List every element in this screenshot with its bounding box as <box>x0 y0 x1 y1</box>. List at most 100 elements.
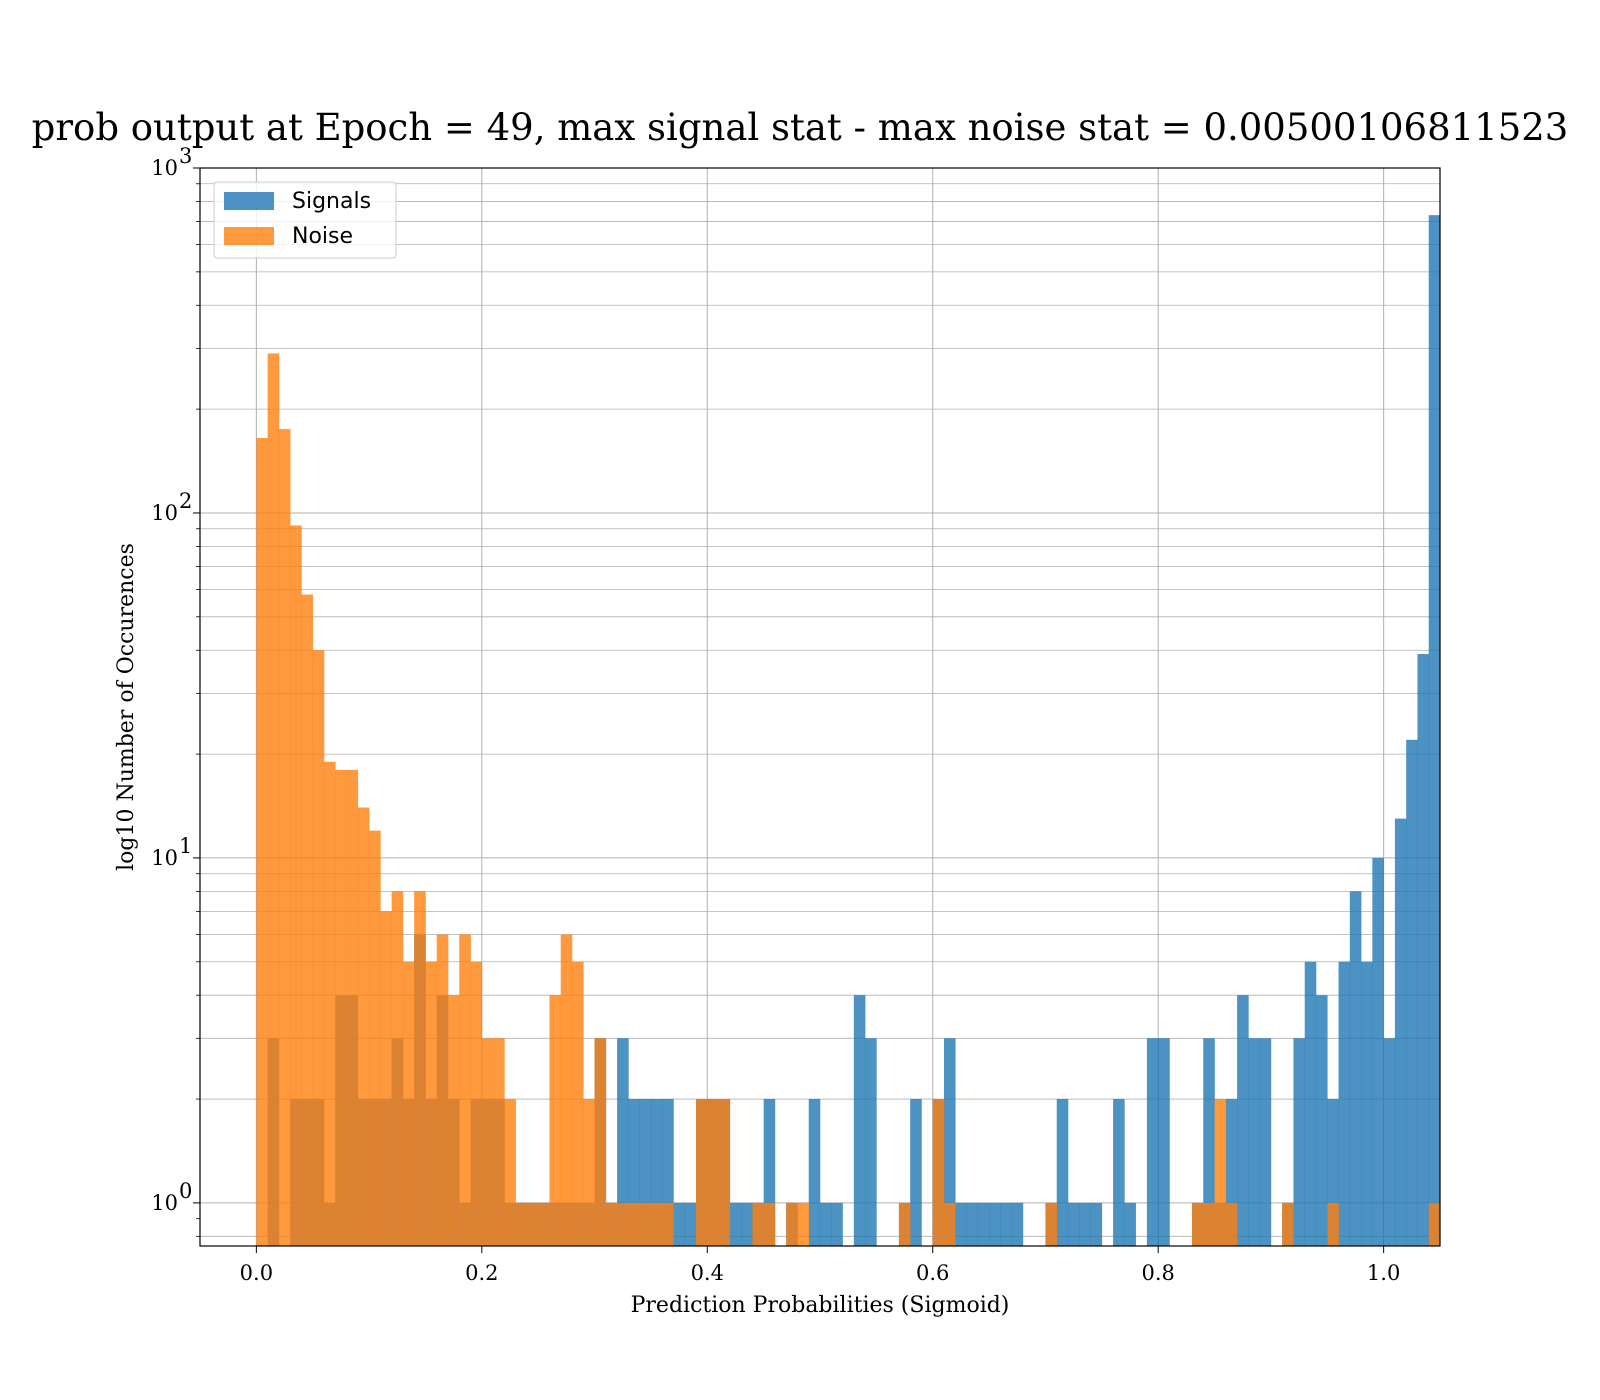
signal-bar <box>1203 1038 1215 1246</box>
signal-bar <box>650 1099 663 1246</box>
noise-bar <box>504 1099 516 1246</box>
y-axis-label: log10 Number of Occurences <box>114 543 139 871</box>
signal-bar <box>1383 1038 1396 1246</box>
signal-bar <box>662 1099 674 1246</box>
signal-bar <box>628 1099 640 1246</box>
signal-bar <box>955 1202 967 1246</box>
signal-bar <box>1372 857 1384 1246</box>
noise-bar <box>617 1202 629 1246</box>
x-tick-label: 0.6 <box>916 1261 949 1285</box>
noise-bar <box>763 1202 776 1246</box>
noise-bar <box>1225 1202 1238 1246</box>
signal-bar <box>1090 1202 1103 1246</box>
signal-bar <box>1349 891 1362 1246</box>
x-tick-label: 0.0 <box>240 1261 273 1285</box>
x-tick-label: 0.4 <box>691 1261 724 1285</box>
noise-bar <box>538 1202 550 1246</box>
noise-bar <box>290 525 302 1246</box>
noise-bar <box>1045 1202 1058 1246</box>
noise-bar <box>662 1202 674 1246</box>
noise-bar <box>797 1202 810 1246</box>
grid-lines <box>200 167 1440 1246</box>
signal-bar <box>639 1099 652 1246</box>
plot-frame <box>199 167 1441 1247</box>
legend-swatch-noise <box>224 227 274 245</box>
noise-bar <box>301 594 314 1246</box>
signal-bar <box>1124 1202 1136 1246</box>
signal-bar <box>673 1202 686 1246</box>
signal-bar <box>910 1099 922 1246</box>
x-axis-ticks: 0.0 0.2 0.4 0.6 0.8 1.0 <box>240 1246 1400 1285</box>
noise-bar <box>594 1038 607 1246</box>
legend-label-noise: Noise <box>292 224 353 249</box>
noise-bar <box>560 934 573 1246</box>
noise-bar <box>932 1099 945 1246</box>
legend-label-signals: Signals <box>292 189 371 214</box>
signal-bar <box>831 1202 843 1246</box>
y-tick-exponent: 0 <box>179 1179 192 1203</box>
noise-bar <box>696 1099 708 1246</box>
y-tick-exponent: 1 <box>179 834 192 858</box>
signal-bar <box>1338 961 1351 1246</box>
signal-bar <box>1068 1202 1080 1246</box>
signal-bar <box>1259 1038 1272 1246</box>
legend-swatch-signals <box>224 192 274 210</box>
signal-bar <box>1158 1038 1170 1246</box>
noise-bar <box>493 1038 505 1246</box>
noise-bars <box>256 353 1441 1246</box>
signal-bar <box>741 1202 753 1246</box>
signal-bar <box>1293 1038 1306 1246</box>
noise-bar <box>414 891 426 1246</box>
y-tick-label: 10 <box>151 1191 178 1215</box>
noise-bar <box>380 911 392 1246</box>
signal-bar <box>1394 818 1407 1246</box>
signal-bar <box>1079 1202 1091 1246</box>
noise-bar <box>1282 1202 1294 1246</box>
y-tick-exponent: 3 <box>179 144 192 168</box>
x-tick-label: 0.2 <box>465 1261 498 1285</box>
x-tick-label: 0.8 <box>1141 1261 1174 1285</box>
signal-bar <box>1225 1099 1238 1246</box>
noise-bar <box>515 1202 528 1246</box>
signal-bar <box>1011 1202 1024 1246</box>
noise-bar <box>369 830 381 1246</box>
signal-bar <box>617 1038 629 1246</box>
signal-bar <box>1146 1038 1159 1246</box>
noise-bar <box>357 807 370 1246</box>
noise-bar <box>1214 1099 1227 1246</box>
signal-bar <box>853 995 866 1246</box>
noise-bar <box>944 1202 956 1246</box>
noise-bar <box>470 961 483 1246</box>
y-tick-label: 10 <box>151 846 178 870</box>
signal-bar <box>1316 995 1328 1246</box>
noise-bar <box>628 1202 640 1246</box>
signal-bar <box>763 1099 776 1246</box>
noise-bar <box>1203 1202 1215 1246</box>
noise-bar <box>786 1202 798 1246</box>
legend: Signals Noise <box>213 181 397 259</box>
noise-bar <box>448 995 460 1246</box>
noise-bar <box>481 1038 494 1246</box>
signal-bar <box>977 1202 990 1246</box>
signal-bar <box>989 1202 1001 1246</box>
noise-bar <box>324 761 336 1246</box>
noise-bar <box>256 437 268 1246</box>
signal-bar <box>865 1038 877 1246</box>
x-tick-label: 1.0 <box>1367 1261 1400 1285</box>
noise-bar <box>346 769 359 1246</box>
noise-bar <box>425 961 438 1246</box>
signal-bar <box>966 1202 979 1246</box>
signal-bar <box>1237 995 1249 1246</box>
signal-bar <box>1113 1099 1125 1246</box>
signal-bar <box>1406 739 1418 1246</box>
signal-bar <box>1000 1202 1012 1246</box>
noise-bar <box>312 650 325 1246</box>
noise-bar <box>1327 1202 1339 1246</box>
noise-bar <box>583 1099 595 1246</box>
signal-bar <box>684 1202 697 1246</box>
signal-bar <box>808 1099 821 1246</box>
noise-bar <box>459 934 471 1246</box>
noise-bar <box>898 1202 911 1246</box>
